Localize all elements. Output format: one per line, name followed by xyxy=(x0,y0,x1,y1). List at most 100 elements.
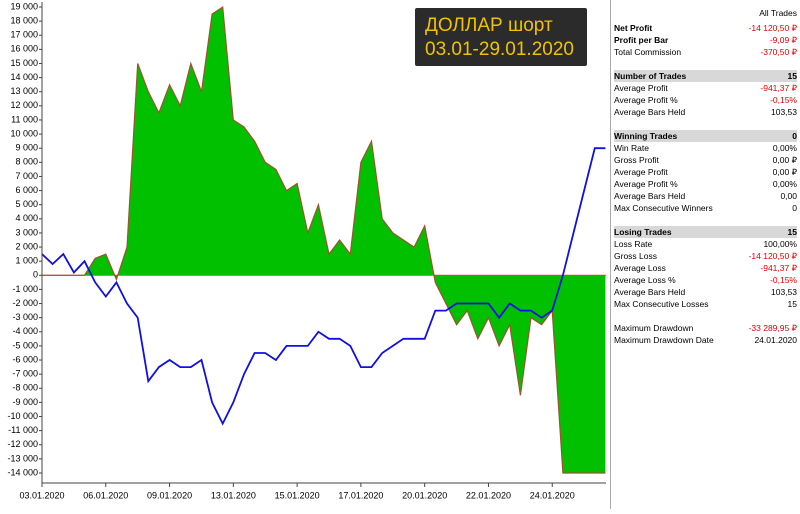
stat-row: Average Bars Held 0,00 xyxy=(614,190,797,202)
x-tick-label: 03.01.2020 xyxy=(19,490,64,500)
stat-value: 15 xyxy=(787,71,797,81)
stat-label: Gross Loss xyxy=(614,251,657,261)
y-tick-label: -4 000 xyxy=(12,326,38,336)
stat-label: Maximum Drawdown Date xyxy=(614,335,714,345)
x-tick-label: 09.01.2020 xyxy=(147,490,192,500)
y-tick-label: 5 000 xyxy=(15,199,38,209)
y-tick-label: 17 000 xyxy=(10,30,38,40)
stat-row: Losing Trades 15 xyxy=(614,226,797,238)
stat-label: Net Profit xyxy=(614,23,653,33)
stat-value: -370,50 ₽ xyxy=(760,47,797,57)
y-tick-label: -13 000 xyxy=(7,453,38,463)
stat-value: -941,37 ₽ xyxy=(760,263,797,273)
stat-value: -0,15% xyxy=(770,275,797,285)
stat-row: Winning Trades 0 xyxy=(614,130,797,142)
stat-value: 100,00% xyxy=(763,239,797,249)
y-tick-label: -2 000 xyxy=(12,298,38,308)
chart: 19 000 18 000 17 000 16 000 15 000 14 000 13 0… xyxy=(7,1,606,501)
stat-value: 103,53 xyxy=(771,107,797,117)
y-tick-label: -10 000 xyxy=(7,411,38,421)
y-tick-label: 4 000 xyxy=(15,213,38,223)
stat-value: 15 xyxy=(787,227,797,237)
equity-area xyxy=(42,7,606,473)
y-tick-label: -12 000 xyxy=(7,439,38,449)
stat-row: Average Loss -941,37 ₽ xyxy=(614,262,797,274)
stat-label: Winning Trades xyxy=(614,131,678,141)
y-tick-label: -1 000 xyxy=(12,284,38,294)
y-tick-label: -14 000 xyxy=(7,467,38,477)
stat-label: Win Rate xyxy=(614,143,649,153)
y-tick-label: 0 xyxy=(33,270,38,280)
stat-label: Average Loss xyxy=(614,263,666,273)
stat-value: 24.01.2020 xyxy=(754,335,797,345)
price-line xyxy=(41,147,606,426)
stat-row: Loss Rate 100,00% xyxy=(614,238,797,250)
stat-row: Average Bars Held 103,53 xyxy=(614,106,797,118)
stat-row: Win Rate 0,00% xyxy=(614,142,797,154)
stat-row: Net Profit -14 120,50 ₽ xyxy=(614,22,797,34)
stat-row: Average Profit % 0,00% xyxy=(614,178,797,190)
stat-value: -9,09 ₽ xyxy=(769,35,797,45)
stat-label: Maximum Drawdown xyxy=(614,323,694,333)
stat-label: Loss Rate xyxy=(614,239,653,249)
annotation-line: ДОЛЛАР шорт xyxy=(425,15,553,36)
stat-value: 15 xyxy=(787,299,797,309)
header-text: All Trades xyxy=(759,8,797,18)
x-tick-label: 24.01.2020 xyxy=(530,490,575,500)
stat-value: 0,00 xyxy=(780,191,797,201)
stat-value: -14 120,50 ₽ xyxy=(748,251,797,261)
stat-label: Profit per Bar xyxy=(614,35,669,45)
y-tick-label: 13 000 xyxy=(10,86,38,96)
x-tick-label: 15.01.2020 xyxy=(275,490,320,500)
y-tick-label: -8 000 xyxy=(12,383,38,393)
y-tick-label: -11 000 xyxy=(8,425,38,435)
stat-row: Total Commission -370,50 ₽ xyxy=(614,46,797,58)
y-tick-label: 11 000 xyxy=(11,114,38,124)
y-tick-label: -3 000 xyxy=(12,312,38,322)
annotation-bg xyxy=(415,8,587,66)
stat-value: 0 xyxy=(792,131,797,141)
stat-row: Average Profit 0,00 ₽ xyxy=(614,166,797,178)
stat-label: Average Profit xyxy=(614,167,668,177)
x-tick-label: 13.01.2020 xyxy=(211,490,256,500)
y-tick-label: 19 000 xyxy=(10,1,38,11)
y-tick-label: 14 000 xyxy=(10,72,38,82)
stat-value: 0 xyxy=(792,203,797,213)
stat-label: Max Consecutive Losses xyxy=(614,299,709,309)
annotation-line: 03.01-29.01.2020 xyxy=(425,39,574,60)
x-tick-label: 20.01.2020 xyxy=(402,490,447,500)
x-tick-label: 22.01.2020 xyxy=(466,490,511,500)
stat-row: Max Consecutive Losses 15 xyxy=(614,298,797,310)
y-tick-label: 10 000 xyxy=(10,128,38,138)
y-tick-label: -9 000 xyxy=(12,397,38,407)
y-tick-label: 18 000 xyxy=(10,15,38,25)
x-tick-label: 17.01.2020 xyxy=(338,490,383,500)
y-tick-label: 3 000 xyxy=(15,227,38,237)
stat-value: -14 120,50 ₽ xyxy=(748,23,797,33)
stat-label: Average Bars Held xyxy=(614,287,686,297)
y-tick-label: -5 000 xyxy=(12,340,38,350)
equity-line xyxy=(42,5,606,474)
stat-row: Average Profit -941,37 ₽ xyxy=(614,82,797,94)
y-tick-label: 1 000 xyxy=(15,256,38,266)
stat-row: Gross Profit 0,00 ₽ xyxy=(614,154,797,166)
stat-row: Average Bars Held 103,53 xyxy=(614,286,797,298)
panel-header: All Trades xyxy=(614,7,797,19)
stat-row: Max Consecutive Winners 0 xyxy=(614,202,797,214)
stat-row: Profit per Bar -9,09 ₽ xyxy=(614,34,797,46)
y-tick-label: 6 000 xyxy=(15,185,38,195)
stat-label: Average Loss % xyxy=(614,275,676,285)
stat-value: 0,00% xyxy=(772,179,797,189)
stat-label: Average Profit % xyxy=(614,95,678,105)
stat-label: Average Bars Held xyxy=(614,107,686,117)
stat-row: Gross Loss -14 120,50 ₽ xyxy=(614,250,797,262)
stat-label: Average Profit % xyxy=(614,179,678,189)
stat-label: Max Consecutive Winners xyxy=(614,203,713,213)
y-tick-label: 9 000 xyxy=(15,143,38,153)
y-tick-label: 8 000 xyxy=(15,157,38,167)
stat-value: 0,00% xyxy=(772,143,797,153)
stat-value: 0,00 ₽ xyxy=(772,167,797,177)
stat-label: Average Profit xyxy=(614,83,668,93)
y-tick-label: 15 000 xyxy=(10,58,38,68)
